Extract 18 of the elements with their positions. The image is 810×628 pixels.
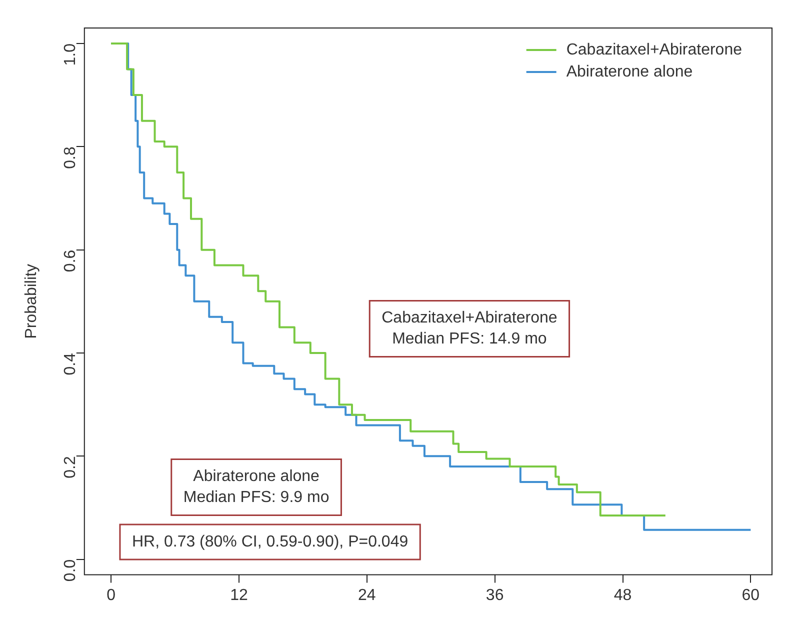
y-tick-label: 0.8: [62, 146, 79, 169]
y-axis-title: Probability: [23, 264, 40, 339]
x-tick-label: 60: [742, 586, 760, 604]
x-tick-label: 48: [614, 586, 632, 604]
legend-label: Cabazitaxel+Abiraterone: [566, 41, 742, 58]
x-tick-label: 36: [486, 586, 504, 604]
x-tick-label: 24: [358, 586, 376, 604]
y-tick-label: 0.6: [62, 250, 79, 272]
y-tick-label: 0.2: [62, 456, 79, 478]
annotation: Abiraterone alone Median PFS: 9.9 mo: [183, 468, 330, 506]
y-tick-label: 0.0: [62, 559, 79, 582]
y-tick-label: 0.4: [62, 352, 79, 376]
legend-label: Abiraterone alone: [566, 63, 693, 80]
x-tick-label: 0: [106, 586, 116, 604]
y-tick-label: 1.0: [62, 43, 79, 66]
annotation: Cabazitaxel+Abiraterone Median PFS: 14.9 mo: [382, 310, 558, 348]
annotation: HR, 0.73 (80% CI, 0.59-0.90), P=0.049: [132, 533, 408, 550]
x-tick-label: 12: [230, 586, 248, 604]
